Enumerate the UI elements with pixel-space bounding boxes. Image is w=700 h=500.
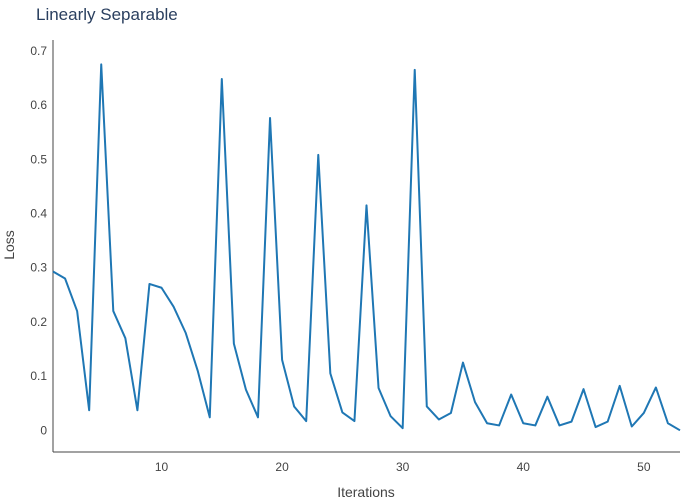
y-tick-label: 0 — [40, 423, 47, 437]
chart-title: Linearly Separable — [36, 5, 178, 24]
y-axis-title: Loss — [1, 230, 17, 260]
y-tick-label: 0.6 — [30, 98, 47, 112]
x-tick-label: 50 — [637, 460, 651, 474]
y-tick-label: 0.4 — [30, 206, 47, 220]
y-tick-label: 0.1 — [30, 369, 47, 383]
x-axis-title: Iterations — [337, 484, 395, 500]
x-tick-label: 10 — [155, 460, 169, 474]
x-tick-labels: 10 20 30 40 50 — [155, 460, 651, 474]
x-tick-label: 40 — [517, 460, 531, 474]
y-tick-labels: 0 0.1 0.2 0.3 0.4 0.5 0.6 0.7 — [30, 44, 47, 437]
y-tick-label: 0.2 — [30, 315, 47, 329]
x-tick-label: 30 — [396, 460, 410, 474]
y-tick-label: 0.3 — [30, 261, 47, 275]
y-tick-label: 0.7 — [30, 44, 47, 58]
series-layer — [52, 63, 681, 432]
y-tick-label: 0.5 — [30, 152, 47, 166]
loss-series-line — [52, 63, 681, 432]
x-tick-label: 20 — [275, 460, 289, 474]
